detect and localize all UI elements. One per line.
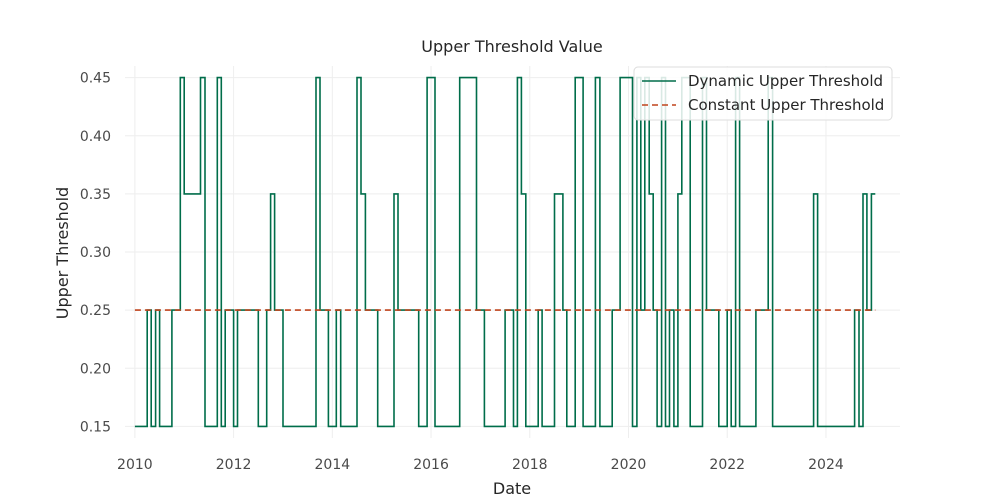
x-tick-label: 2016 xyxy=(413,457,449,473)
x-axis-label: Date xyxy=(493,479,531,498)
x-tick-label: 2012 xyxy=(216,457,252,473)
chart-title: Upper Threshold Value xyxy=(421,37,602,56)
x-tick-label: 2010 xyxy=(117,457,153,473)
y-tick-label: 0.15 xyxy=(80,419,111,435)
tick-labels: 0.15 0.20 0.25 0.30 0.35 0.40 0.45 2010 2012 2014… xyxy=(80,71,844,473)
legend-label-constant: Constant Upper Threshold xyxy=(688,96,884,114)
x-tick-label: 2022 xyxy=(709,457,745,473)
y-tick-label: 0.25 xyxy=(80,303,111,319)
legend-label-dynamic: Dynamic Upper Threshold xyxy=(688,72,883,90)
x-tick-label: 2014 xyxy=(315,457,351,473)
y-axis-label: Upper Threshold xyxy=(53,187,72,319)
x-tick-label: 2020 xyxy=(611,457,647,473)
y-tick-label: 0.35 xyxy=(80,187,111,203)
y-tick-label: 0.30 xyxy=(80,245,111,261)
dynamic-threshold-line xyxy=(134,76,876,428)
plot-area xyxy=(134,76,876,428)
y-tick-label: 0.45 xyxy=(80,71,111,87)
x-tick-label: 2018 xyxy=(512,457,548,473)
y-tick-label: 0.40 xyxy=(80,129,111,145)
x-tick-label: 2024 xyxy=(808,457,844,473)
legend-box xyxy=(633,66,893,121)
legend: Dynamic Upper Threshold Constant Upper T… xyxy=(633,66,893,121)
grid xyxy=(125,66,900,438)
y-tick-label: 0.20 xyxy=(80,361,111,377)
